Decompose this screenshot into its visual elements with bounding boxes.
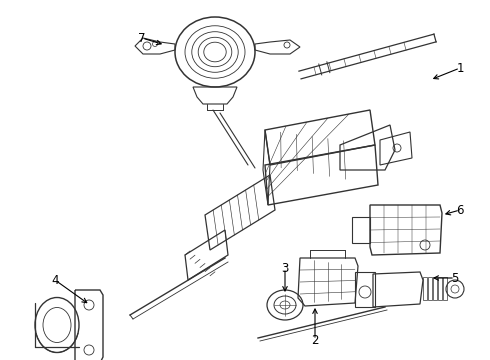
Text: 7: 7 — [138, 31, 146, 45]
Text: 4: 4 — [51, 274, 59, 287]
Text: 2: 2 — [311, 333, 319, 346]
Text: 6: 6 — [456, 203, 464, 216]
Text: 5: 5 — [451, 271, 459, 284]
Text: 3: 3 — [281, 261, 289, 274]
Text: 1: 1 — [456, 62, 464, 75]
